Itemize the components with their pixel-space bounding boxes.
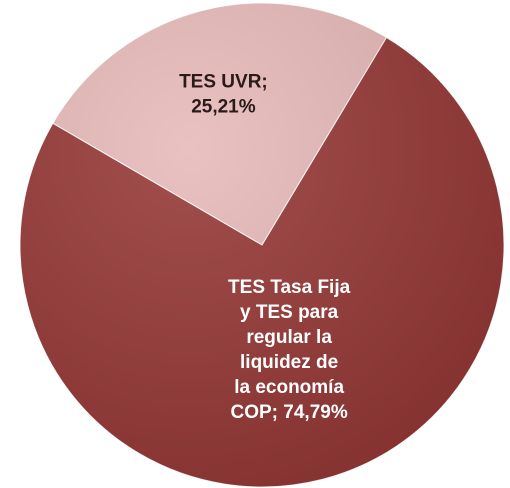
slice-label: TES Tasa Fija y TES para regular la liquide… bbox=[228, 277, 351, 423]
slice-label: TES UVR; 25,21% bbox=[179, 72, 268, 118]
